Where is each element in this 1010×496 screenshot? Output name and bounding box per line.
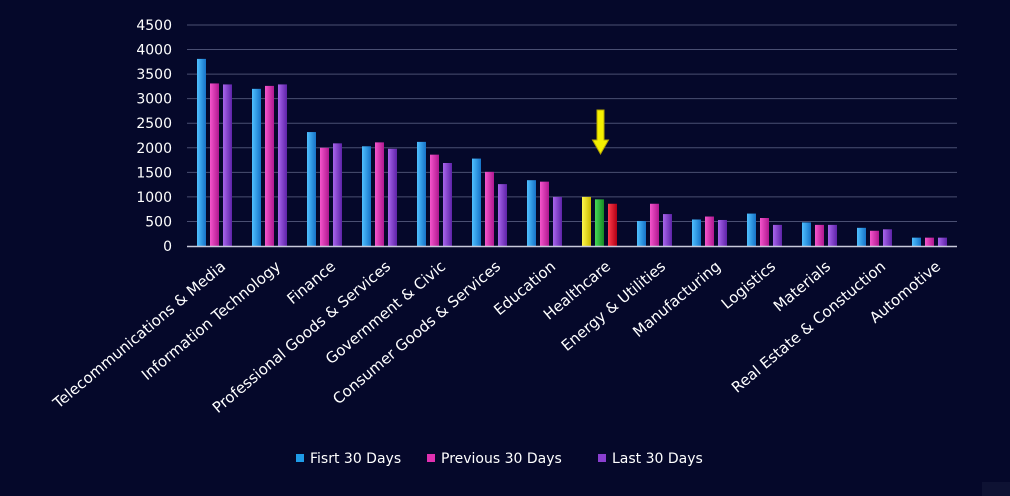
bar-series-3 <box>333 143 342 246</box>
y-tick-label: 0 <box>163 239 172 255</box>
bar-series-2 <box>925 237 934 246</box>
y-axis-tick-labels: 0 500 1000 1500 2000 2500 3000 3500 4000 4500 <box>136 18 172 255</box>
bar-series-1 <box>197 58 206 247</box>
bar-series-2 <box>265 85 274 246</box>
bar-series-3 <box>663 214 672 246</box>
legend-swatch <box>427 454 435 462</box>
bar-series-2 <box>210 83 219 246</box>
down-arrow-icon <box>591 109 610 156</box>
legend-swatch <box>598 454 606 462</box>
y-tick-label: 3500 <box>136 67 172 83</box>
bar-series-2 <box>375 142 384 246</box>
bar-series-1 <box>912 237 921 246</box>
bar-series-2 <box>320 147 329 246</box>
bar-series-3 <box>223 84 232 247</box>
bar-series-2 <box>430 154 439 246</box>
y-tick-label: 2500 <box>136 116 172 132</box>
gridlines <box>187 24 957 222</box>
y-tick-label: 4500 <box>136 18 172 34</box>
bar-series-2 <box>485 171 494 246</box>
legend-label: Last 30 Days <box>612 451 703 467</box>
bar-series-1 <box>252 88 261 246</box>
bar-series-2 <box>760 218 769 246</box>
x-category-label: Energy & Utilities <box>558 257 669 355</box>
bar-series-1 <box>747 213 756 246</box>
legend-label: Fisrt 30 Days <box>310 451 401 467</box>
x-category-label: Logistics <box>718 257 779 313</box>
bar-series-1 <box>637 220 646 246</box>
bar-series-1 <box>307 132 316 246</box>
bar-series-3 <box>773 224 782 246</box>
bar-series-3 <box>938 237 947 246</box>
bar-series-3 <box>388 148 397 246</box>
bar-series-1 <box>857 227 866 246</box>
bar-series-3 <box>718 219 727 246</box>
bar-healthcare-series-2 <box>595 199 604 246</box>
bar-series-1 <box>802 222 811 246</box>
y-tick-label: 4000 <box>136 43 172 59</box>
bar-series-1 <box>527 180 536 246</box>
y-tick-label: 1500 <box>136 165 172 181</box>
bar-series-1 <box>362 146 371 246</box>
bar-series-1 <box>472 158 481 246</box>
y-tick-label: 3000 <box>136 92 172 108</box>
bar-series-1 <box>692 219 701 246</box>
bar-series-3 <box>278 84 287 247</box>
bar-healthcare-series-3 <box>608 203 617 246</box>
bar-series-2 <box>705 216 714 246</box>
bar-healthcare-series-1 <box>582 196 591 246</box>
corner-box <box>982 482 1010 496</box>
y-tick-label: 500 <box>145 214 172 230</box>
bar-series-2 <box>870 230 879 246</box>
y-tick-label: 1000 <box>136 190 172 206</box>
y-tick-label: 2000 <box>136 141 172 157</box>
bar-series-3 <box>828 224 837 246</box>
bar-series-2 <box>815 224 824 246</box>
bars <box>197 58 947 247</box>
bar-series-3 <box>553 196 562 246</box>
legend: Fisrt 30 Days Previous 30 Days Last 30 Day… <box>296 451 703 467</box>
highlight-arrow <box>591 109 610 156</box>
bar-series-2 <box>540 181 549 246</box>
bar-series-3 <box>883 229 892 246</box>
bar-series-1 <box>417 141 426 246</box>
legend-swatch <box>296 454 304 462</box>
legend-label: Previous 30 Days <box>441 451 562 467</box>
bar-series-3 <box>443 163 452 246</box>
bar-series-2 <box>650 203 659 246</box>
bar-series-3 <box>498 184 507 246</box>
